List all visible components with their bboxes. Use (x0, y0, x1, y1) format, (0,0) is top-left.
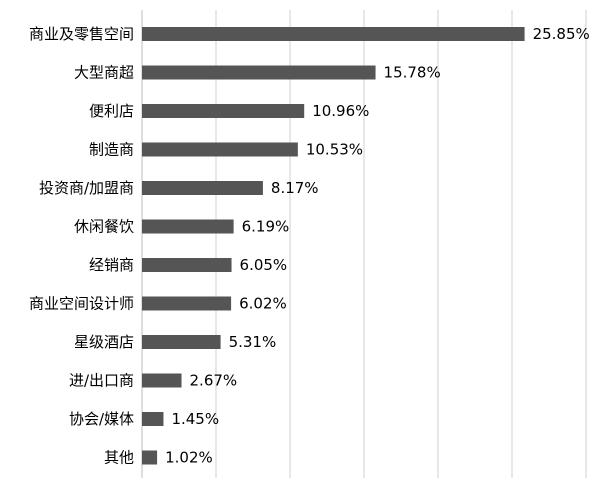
category-label: 协会/媒体 (69, 410, 134, 428)
bar-layer (142, 27, 525, 465)
bar (142, 65, 376, 80)
bar (142, 450, 158, 465)
grid-layer (141, 10, 587, 478)
bar (142, 104, 305, 118)
category-label: 商业及零售空间 (29, 25, 134, 43)
data-label: 25.85% (533, 25, 590, 43)
category-label: 其他 (104, 449, 134, 467)
bar (142, 27, 525, 41)
bar (142, 258, 232, 272)
data-label: 6.02% (239, 295, 287, 313)
data-label: 10.96% (312, 102, 369, 120)
bar (142, 412, 164, 426)
data-label: 6.19% (242, 218, 290, 236)
data-label: 5.31% (229, 333, 277, 351)
label-layer: 商业及零售空间 25.85% 大型商超 15.78% 便利店 10.96% 制造商 10.53… (29, 25, 590, 467)
bar (142, 296, 232, 311)
data-label: 2.67% (190, 372, 238, 390)
data-label: 1.45% (171, 410, 219, 428)
category-label: 便利店 (89, 102, 134, 120)
category-label: 商业空间设计师 (29, 295, 134, 313)
data-label: 6.05% (240, 256, 288, 274)
category-label: 进/出口商 (69, 372, 134, 390)
bar (142, 335, 221, 349)
bar (142, 181, 263, 195)
category-label: 休闲餐饮 (74, 218, 134, 236)
data-label: 10.53% (306, 141, 363, 159)
category-label: 制造商 (89, 141, 134, 159)
bar (142, 373, 182, 388)
category-label: 投资商/加盟商 (39, 179, 134, 197)
data-label: 8.17% (271, 179, 319, 197)
category-label: 经销商 (89, 256, 134, 274)
bar (142, 219, 234, 234)
data-label: 1.02% (165, 449, 213, 467)
category-label: 大型商超 (74, 64, 134, 82)
category-label: 星级酒店 (74, 333, 134, 351)
bar (142, 142, 298, 157)
data-label: 15.78% (384, 64, 441, 82)
